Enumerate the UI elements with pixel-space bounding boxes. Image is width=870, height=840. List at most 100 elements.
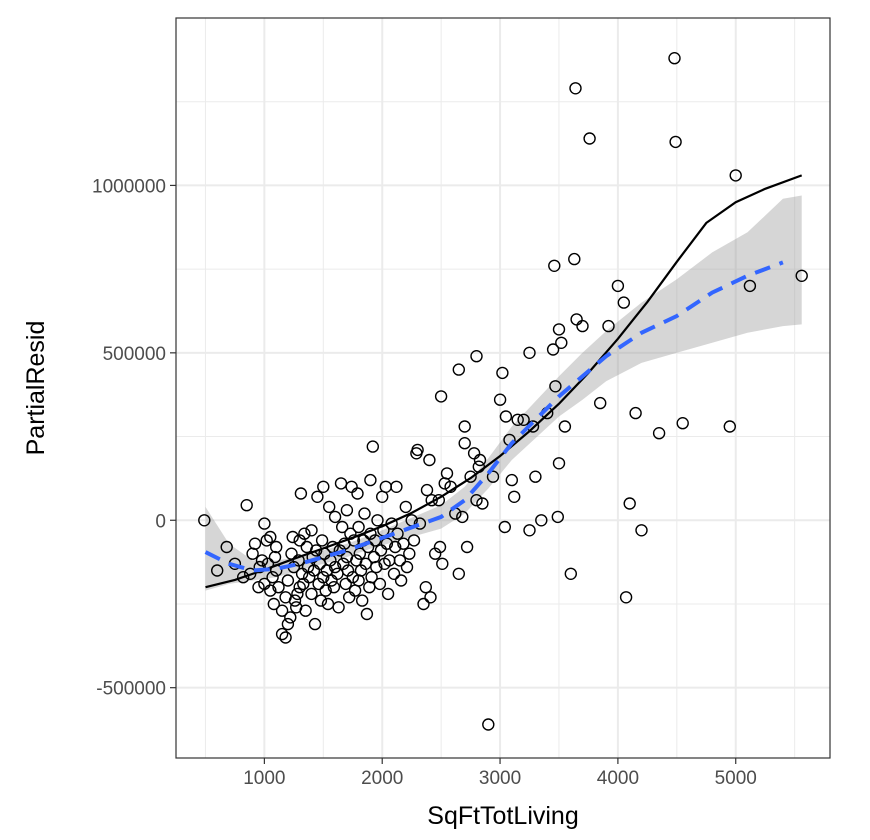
scatter-point xyxy=(549,380,562,393)
scatter-point xyxy=(399,500,412,514)
scatter-point xyxy=(669,135,682,149)
scatter-point xyxy=(617,296,630,309)
scatter-point xyxy=(425,494,438,507)
x-tick-label: 2000 xyxy=(361,768,403,789)
scatter-point xyxy=(668,52,681,65)
scatter-point xyxy=(464,470,477,483)
scatter-point xyxy=(583,132,596,145)
scatter-point xyxy=(381,587,395,601)
scatter-point xyxy=(248,537,262,550)
scatter-point xyxy=(281,617,295,631)
scatter-point xyxy=(473,453,487,467)
scatter-point xyxy=(552,457,566,470)
scatter-point xyxy=(311,490,324,503)
scatter-point xyxy=(370,560,383,574)
scatter-point xyxy=(523,346,536,359)
scatter-point xyxy=(319,584,332,597)
scatter-point xyxy=(305,587,318,601)
scatter-point xyxy=(569,82,582,95)
scatter-point xyxy=(795,269,808,282)
scatter-point xyxy=(252,581,265,594)
scatter-point xyxy=(623,497,636,510)
scatter-point xyxy=(508,490,521,503)
scatter-point xyxy=(423,453,436,467)
scatter-point xyxy=(743,279,757,293)
scatter-point xyxy=(291,587,304,601)
scatter-point xyxy=(314,594,328,607)
x-tick-label: 4000 xyxy=(597,768,639,789)
grid-minor xyxy=(176,18,830,758)
scatter-point xyxy=(417,597,430,611)
scatter-point xyxy=(390,480,403,493)
scatter-point xyxy=(564,567,577,580)
y-axis: -500000 0 500000 1000000 xyxy=(92,176,176,700)
scatter-point xyxy=(529,470,542,483)
scatter-point xyxy=(198,514,211,527)
scatter-point xyxy=(258,517,271,530)
scatter-point xyxy=(336,520,349,534)
scatter-point xyxy=(434,390,448,403)
scatter-point xyxy=(602,319,615,333)
scatter-point xyxy=(552,323,566,336)
scatter-point xyxy=(482,718,495,731)
scatter-point xyxy=(292,554,305,567)
scatter-point xyxy=(253,560,266,574)
scatter-point xyxy=(366,440,379,453)
scatter-point xyxy=(460,540,474,554)
scatter-point xyxy=(346,571,359,584)
scatter-point xyxy=(629,406,642,420)
scatter-point xyxy=(420,483,434,497)
scatter-point xyxy=(456,510,469,524)
scatter-point xyxy=(275,627,289,641)
scatter-point xyxy=(298,527,311,540)
y-tick-label: 500000 xyxy=(103,344,166,365)
scatter-point xyxy=(365,571,378,584)
scatter-point xyxy=(317,480,330,493)
scatter-point xyxy=(436,557,449,570)
scatter-point xyxy=(619,591,633,604)
scatter-point xyxy=(353,547,366,560)
scatter-point xyxy=(299,604,312,617)
scatter-point xyxy=(403,547,416,560)
scatter-point xyxy=(328,560,342,574)
scatter-point xyxy=(308,617,322,631)
scatter-point xyxy=(411,443,424,457)
grid-major xyxy=(176,18,830,758)
x-tick-label: 1000 xyxy=(243,768,285,789)
scatter-point xyxy=(652,427,666,440)
scatter-point xyxy=(517,413,530,426)
scatter-point xyxy=(594,396,607,410)
scatter-point xyxy=(419,581,432,594)
x-tick-label: 3000 xyxy=(479,768,521,789)
scatter-point xyxy=(310,544,323,557)
scatter-point xyxy=(440,467,454,480)
scatter-point xyxy=(505,473,518,487)
scatter-point xyxy=(339,577,352,591)
scatter-point xyxy=(332,601,345,614)
scatter-point xyxy=(635,524,648,537)
scatter-point xyxy=(576,319,589,333)
scatter-point xyxy=(293,581,306,594)
scatter-point xyxy=(266,571,279,584)
scatter-point xyxy=(511,413,524,426)
scatter-point xyxy=(255,554,269,567)
scatter-point xyxy=(352,520,365,534)
scatter-point xyxy=(476,497,489,510)
scatter-point xyxy=(267,597,280,611)
scatter-point xyxy=(523,524,536,537)
fit-line xyxy=(205,174,803,589)
scatter-point xyxy=(270,540,283,554)
scatter-point xyxy=(498,520,511,534)
scatter-point xyxy=(315,534,329,547)
scatter-point xyxy=(551,510,564,524)
scatter-point xyxy=(327,581,341,594)
scatter-point xyxy=(268,550,282,564)
scatter-point xyxy=(676,417,689,430)
scatter-point xyxy=(496,366,509,380)
scatter-point xyxy=(424,591,437,604)
scatter-point xyxy=(294,487,308,500)
x-tick-label: 5000 xyxy=(715,768,757,789)
scatter-point xyxy=(288,594,302,607)
scatter-point xyxy=(340,504,354,517)
scatter-point xyxy=(317,571,330,584)
